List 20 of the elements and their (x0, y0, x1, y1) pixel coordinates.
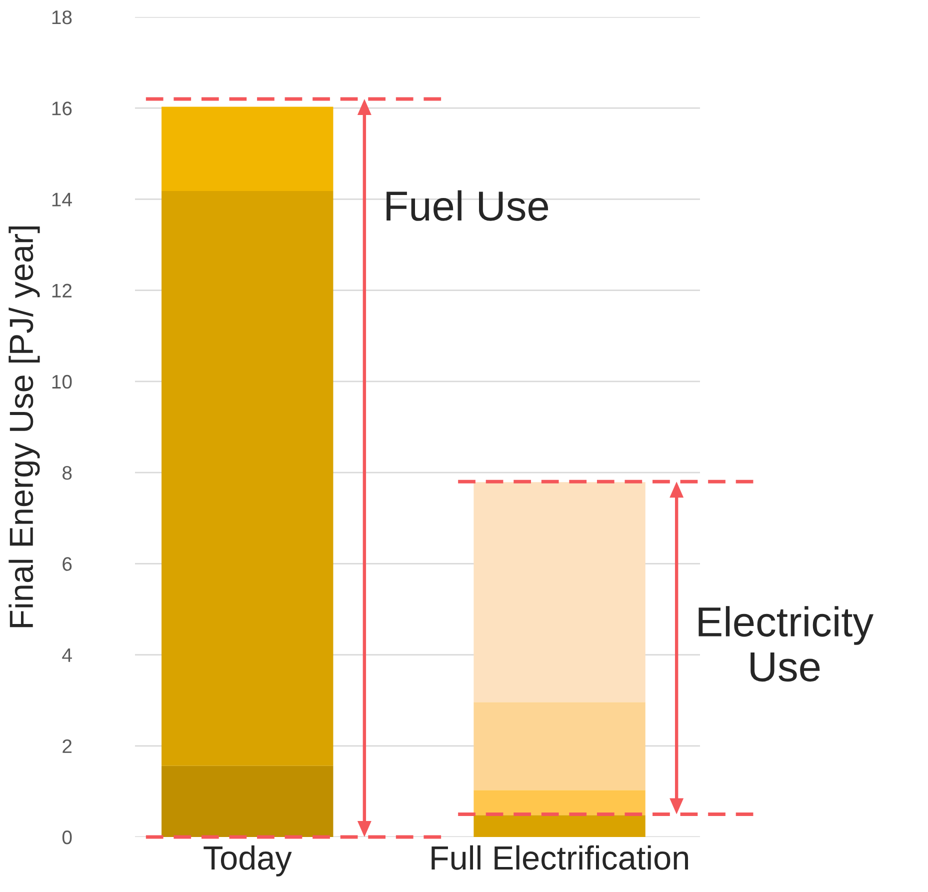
bar (162, 766, 334, 837)
bar (474, 702, 646, 790)
y-tick-label: 18 (52, 10, 72, 24)
bar (474, 790, 646, 816)
y-axis-title: Final Energy Use [PJ/ year] (8, 226, 40, 628)
y-tick-label: 16 (52, 102, 72, 116)
bar (162, 106, 334, 192)
x-tick-label: Full Electrification (432, 845, 688, 870)
annotation: Electricity Use (698, 606, 874, 682)
y-tick-label: 14 (52, 192, 72, 206)
x-tick-label: Today (204, 845, 292, 876)
y-tick-label: 0 (62, 830, 72, 844)
y-tick-label: 2 (62, 739, 72, 753)
y-tick-label: 4 (62, 648, 72, 662)
y-tick-label: 12 (52, 284, 72, 298)
y-tick-label: 10 (52, 374, 72, 389)
y-tick-label: 6 (62, 557, 72, 571)
bar (474, 482, 646, 702)
y-tick-label: 8 (62, 466, 72, 480)
annotation: Fuel Use (386, 190, 548, 221)
